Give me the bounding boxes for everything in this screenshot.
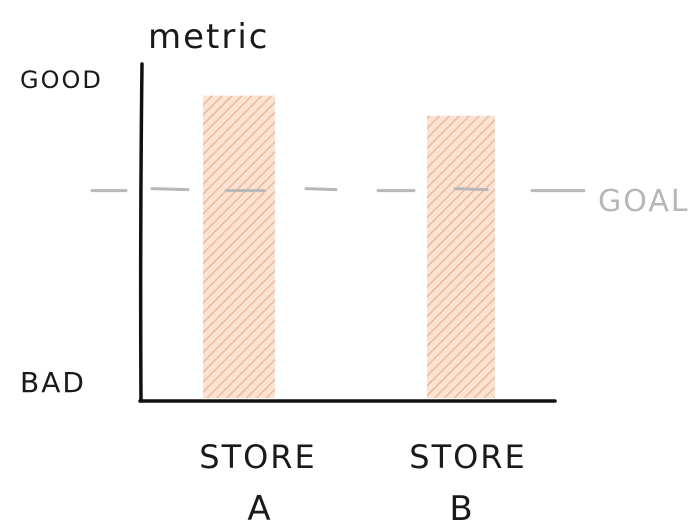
y-axis-label-good: GOOD: [20, 66, 103, 94]
x-tick-label-line2: B: [449, 489, 474, 527]
bar-store-b: [427, 115, 495, 398]
x-labels-layer: STORE A STORE B: [199, 438, 527, 527]
bars-layer: [90, 95, 586, 398]
goal-line-dash: [453, 187, 489, 192]
y-axis-line: [138, 62, 144, 403]
goal-line-dash: [304, 187, 338, 192]
x-tick-label-line2: A: [247, 489, 272, 527]
x-tick-label-line1: STORE: [199, 438, 317, 476]
goal-line-dash: [150, 187, 190, 192]
y-axis-title: metric: [148, 17, 270, 57]
goal-label: GOAL: [598, 184, 690, 219]
x-tick-label-line1: STORE: [409, 438, 527, 476]
y-axis-label-bad: BAD: [20, 366, 86, 399]
bar-store-a: [203, 95, 275, 398]
